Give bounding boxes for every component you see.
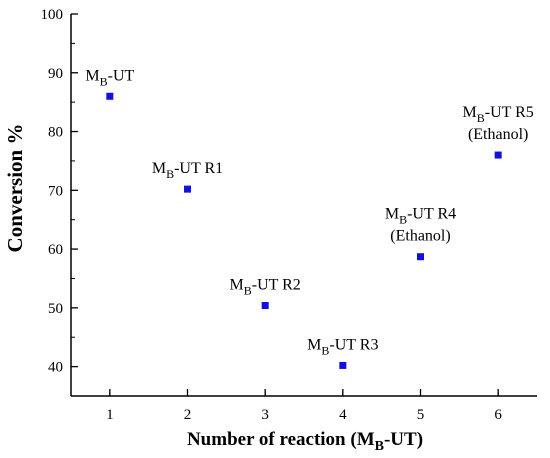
data-points (106, 92, 502, 369)
point-label-sub: B (321, 343, 329, 357)
x-axis-title-tail: -UT) (384, 429, 423, 450)
x-tick-label: 1 (106, 407, 114, 423)
point-label-tail: -UT (108, 67, 135, 84)
y-tick-label: 60 (48, 242, 63, 258)
point-label: MB-UT R3 (307, 336, 378, 357)
point-label-tail: -UT R4 (407, 206, 456, 223)
x-tick-label: 5 (417, 407, 425, 423)
point-label: MB-UT (85, 67, 134, 88)
point-label-tail: -UT R5 (485, 104, 534, 121)
data-point (339, 361, 347, 369)
data-point (106, 92, 114, 100)
point-label: MB-UT R4 (385, 206, 456, 227)
x-axis-title-sub: B (375, 439, 384, 454)
y-tick-label: 40 (48, 360, 63, 376)
x-tick-label: 6 (494, 407, 502, 423)
point-label-sub: B (477, 111, 485, 125)
y-tick-label: 70 (48, 183, 63, 199)
ticks: 40 50 60 70 80 90 100 1 2 3 4 5 6 (41, 7, 503, 423)
point-label-sub: B (100, 74, 108, 88)
axes (70, 14, 537, 397)
x-tick-label: 4 (339, 407, 347, 423)
point-label-sub: B (244, 283, 252, 297)
point-label-tail: -UT R3 (329, 336, 378, 353)
point-label-main: M (385, 206, 399, 223)
point-label-sub: B (399, 213, 407, 227)
point-label: MB-UT R2 (230, 276, 301, 297)
y-tick-label: 50 (48, 301, 63, 317)
point-label-tail: -UT R1 (174, 160, 223, 177)
point-label-main: M (230, 276, 244, 293)
point-label-note: (Ethanol) (468, 126, 528, 143)
point-label-main: M (463, 104, 477, 121)
point-label-main: M (307, 336, 321, 353)
y-tick-label: 90 (48, 66, 63, 82)
point-label: MB-UT R1 (152, 160, 223, 181)
x-tick-label: 2 (184, 407, 192, 423)
x-axis-title-main: Number of reaction (M (187, 429, 375, 450)
x-axis-title: Number of reaction (MB-UT) (187, 429, 423, 454)
point-label-sub: B (166, 167, 174, 181)
data-point (417, 253, 424, 261)
y-tick-label: 80 (48, 125, 63, 141)
point-label-main: M (85, 67, 99, 84)
data-point (494, 151, 502, 159)
y-axis-title: Conversion % (3, 124, 27, 253)
point-label: MB-UT R5 (463, 104, 534, 125)
point-label-note: (Ethanol) (390, 228, 450, 245)
data-point (261, 301, 269, 309)
y-tick-label: 100 (41, 7, 64, 23)
data-point (184, 185, 191, 193)
point-label-tail: -UT R2 (252, 276, 301, 293)
x-tick-label: 3 (261, 407, 269, 423)
point-label-main: M (152, 160, 166, 177)
